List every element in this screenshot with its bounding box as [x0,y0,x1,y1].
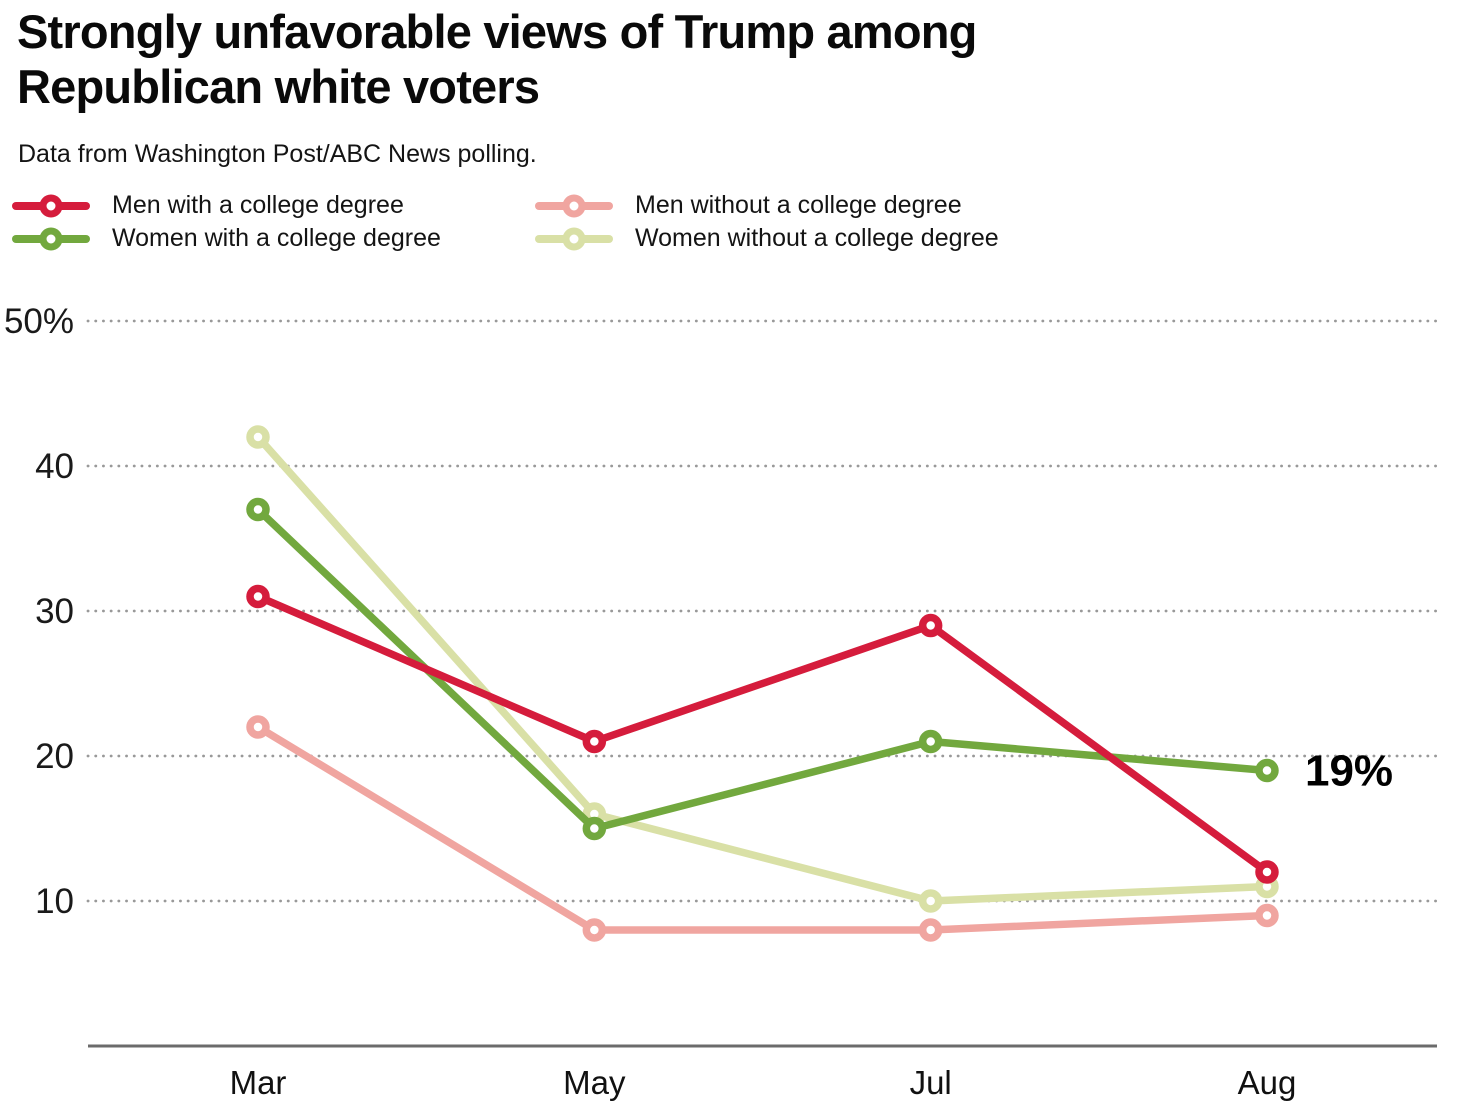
legend-line-marker-icon [535,226,613,251]
y-tick-label: 30 [35,592,74,631]
legend-item-label: Men with a college degree [112,191,404,219]
end-value-label: 19% [1305,747,1393,796]
data-point-marker [1255,860,1279,884]
data-point-marker [918,889,943,913]
legend-line-marker-icon [12,193,90,218]
series-men-with-a-college-degree [246,584,1279,884]
x-tick-label: May [563,1064,626,1101]
chart-subtitle: Data from Washington Post/ABC News polli… [18,140,537,168]
chart-title-line1: Strongly unfavorable views of Trump amon… [17,5,977,58]
data-point-marker [918,918,943,942]
legend-item-men-with-a-college-degree: Men with a college degree [12,191,535,219]
data-point-marker [918,729,943,754]
gridlines: 50% 40 30 20 10 [4,302,1439,921]
legend-item-men-without-a-college-degree: Men without a college degree [535,191,999,219]
x-tick-label: Mar [230,1064,287,1101]
x-axis-labels: Mar May Jul Aug [230,1064,1297,1101]
data-point-marker [1255,758,1279,783]
legend-line-marker-icon [535,193,613,218]
legend: Men with a college degree Men without a c… [12,191,999,252]
y-tick-label: 50% [4,302,74,341]
data-point-marker [246,584,270,609]
data-point-marker [1255,903,1279,928]
legend-item-women-without-a-college-degree: Women without a college degree [535,224,999,252]
data-point-marker [246,497,270,522]
data-point-marker [246,715,270,739]
y-tick-label: 10 [35,882,74,921]
chart-title-line2: Republican white voters [17,60,540,113]
legend-line-marker-icon [12,226,90,251]
data-point-marker [246,425,270,449]
legend-item-label: Women with a college degree [112,224,441,252]
y-tick-label: 20 [35,737,74,776]
legend-item-label: Women without a college degree [635,224,999,252]
y-tick-label: 40 [35,447,74,486]
x-tick-label: Jul [910,1064,952,1101]
data-point-marker [582,816,607,841]
series-women-without-a-college-degree [246,425,1279,913]
chart-title: Strongly unfavorable views of Trump amon… [17,4,977,114]
series-women-with-a-college-degree [246,497,1279,841]
legend-item-label: Men without a college degree [635,191,962,219]
data-point-marker [918,613,943,638]
legend-item-women-with-a-college-degree: Women with a college degree [12,224,535,252]
series-men-without-a-college-degree [246,715,1279,942]
data-point-marker [582,918,607,942]
x-tick-label: Aug [1238,1064,1297,1101]
data-point-marker [582,729,607,754]
